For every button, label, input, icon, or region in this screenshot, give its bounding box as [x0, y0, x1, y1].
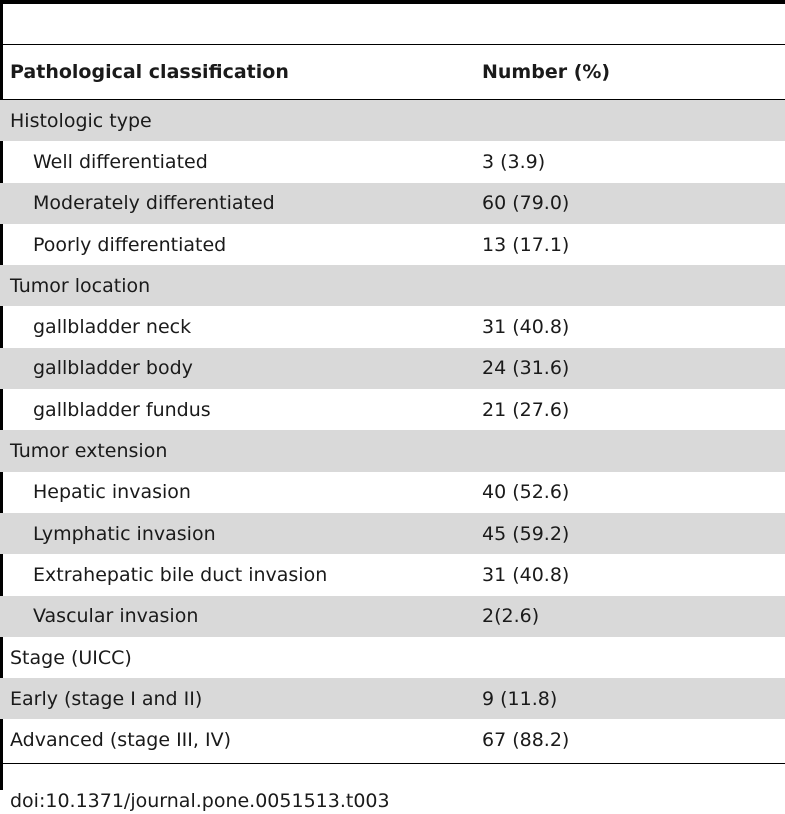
- table-bottom-rule: [0, 762, 785, 764]
- table-row: Poorly differentiated 13 (17.1): [0, 224, 785, 265]
- header-classification: Pathological classification: [10, 61, 289, 83]
- row-value: 60 (79.0): [482, 192, 570, 215]
- row-label: gallbladder body: [33, 357, 193, 380]
- row-label: Poorly differentiated: [33, 233, 227, 256]
- table-row: Early (stage I and II) 9 (11.8): [0, 678, 785, 720]
- row-value: 40 (52.6): [482, 481, 570, 504]
- table-row: gallbladder body 24 (31.6): [0, 347, 785, 390]
- table-row: Vascular invasion 2(2.6): [0, 595, 785, 637]
- table-body: Histologic type Well differentiated 3 (3.9…: [0, 100, 785, 761]
- table-top-rule: [0, 44, 785, 45]
- row-label: Vascular invasion: [33, 605, 199, 628]
- row-label: Hepatic invasion: [33, 481, 191, 504]
- table-row: Tumor extension: [0, 430, 785, 472]
- top-border-rule: [0, 0, 785, 4]
- header-number: Number (%): [482, 61, 611, 83]
- row-label: Early (stage I and II): [10, 687, 203, 710]
- row-label: Stage (UICC): [10, 646, 132, 669]
- table-row: Well differentiated 3 (3.9): [0, 141, 785, 182]
- table-row: Extrahepatic bile duct invasion 31 (40.8): [0, 554, 785, 595]
- table-header-row: Pathological classification Number (%): [0, 45, 785, 100]
- row-value: 31 (40.8): [482, 563, 570, 586]
- row-label: Tumor location: [10, 274, 151, 297]
- table-row: gallbladder neck 31 (40.8): [0, 306, 785, 347]
- row-label: Extrahepatic bile duct invasion: [33, 563, 328, 586]
- row-value: 13 (17.1): [482, 233, 570, 256]
- row-label: Advanced (stage III, IV): [10, 729, 231, 752]
- table-row: Lymphatic invasion 45 (59.2): [0, 512, 785, 555]
- left-border-rule: [0, 0, 3, 790]
- row-label: Moderately differentiated: [33, 192, 275, 215]
- row-value: 67 (88.2): [482, 729, 570, 752]
- table-row: gallbladder fundus 21 (27.6): [0, 389, 785, 430]
- pathology-table: Pathological classification Number (%) H…: [0, 44, 785, 764]
- table-row: Histologic type: [0, 100, 785, 142]
- row-value: 45 (59.2): [482, 522, 570, 545]
- row-label: Histologic type: [10, 109, 152, 132]
- table-row: Stage (UICC): [0, 637, 785, 678]
- row-value: 31 (40.8): [482, 316, 570, 339]
- table-row: Moderately differentiated 60 (79.0): [0, 182, 785, 224]
- row-value: 3 (3.9): [482, 150, 546, 173]
- row-value: 24 (31.6): [482, 357, 570, 380]
- row-value: 2(2.6): [482, 605, 540, 628]
- row-value: 21 (27.6): [482, 398, 570, 421]
- row-label: Well differentiated: [33, 150, 208, 173]
- row-label: gallbladder neck: [33, 316, 192, 339]
- row-label: Lymphatic invasion: [33, 522, 216, 545]
- table-row: Advanced (stage III, IV) 67 (88.2): [0, 719, 785, 760]
- row-label: Tumor extension: [10, 440, 168, 463]
- row-label: gallbladder fundus: [33, 398, 211, 421]
- doi-caption: doi:10.1371/journal.pone.0051513.t003: [10, 790, 390, 812]
- table-row: Tumor location: [0, 265, 785, 307]
- table-row: Hepatic invasion 40 (52.6): [0, 472, 785, 513]
- row-value: 9 (11.8): [482, 687, 558, 710]
